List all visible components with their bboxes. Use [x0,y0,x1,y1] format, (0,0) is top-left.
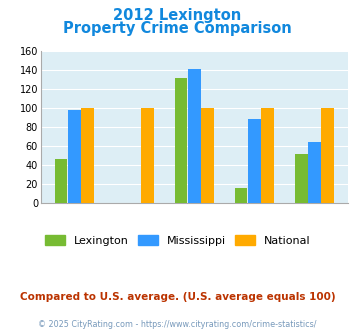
Bar [295,154,307,203]
Text: 2012 Lexington: 2012 Lexington [113,8,242,23]
Bar [235,188,247,203]
Legend: Lexington, Mississippi, National: Lexington, Mississippi, National [40,230,315,250]
Text: Compared to U.S. average. (U.S. average equals 100): Compared to U.S. average. (U.S. average … [20,292,335,302]
Bar [188,69,201,203]
Bar [81,108,94,203]
Bar [175,78,187,203]
Bar [248,119,261,203]
Bar [201,108,214,203]
Bar [55,159,67,203]
Bar [308,142,321,203]
Bar [68,110,81,203]
Text: © 2025 CityRating.com - https://www.cityrating.com/crime-statistics/: © 2025 CityRating.com - https://www.city… [38,320,317,329]
Bar [321,108,334,203]
Bar [141,108,154,203]
Bar [261,108,274,203]
Text: Property Crime Comparison: Property Crime Comparison [63,21,292,36]
